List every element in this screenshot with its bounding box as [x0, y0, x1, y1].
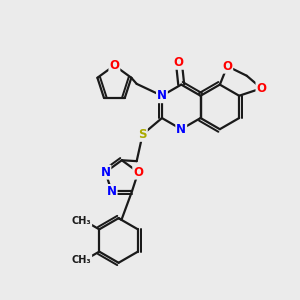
Text: O: O	[256, 82, 266, 95]
Text: O: O	[110, 59, 119, 72]
Text: N: N	[100, 166, 110, 179]
Text: N: N	[176, 123, 186, 136]
Text: CH₃: CH₃	[72, 216, 91, 226]
Text: O: O	[222, 60, 232, 73]
Text: S: S	[138, 128, 147, 141]
Text: O: O	[174, 56, 184, 69]
Text: N: N	[107, 185, 117, 198]
Text: O: O	[133, 166, 143, 179]
Text: CH₃: CH₃	[72, 255, 91, 265]
Text: N: N	[157, 89, 167, 102]
